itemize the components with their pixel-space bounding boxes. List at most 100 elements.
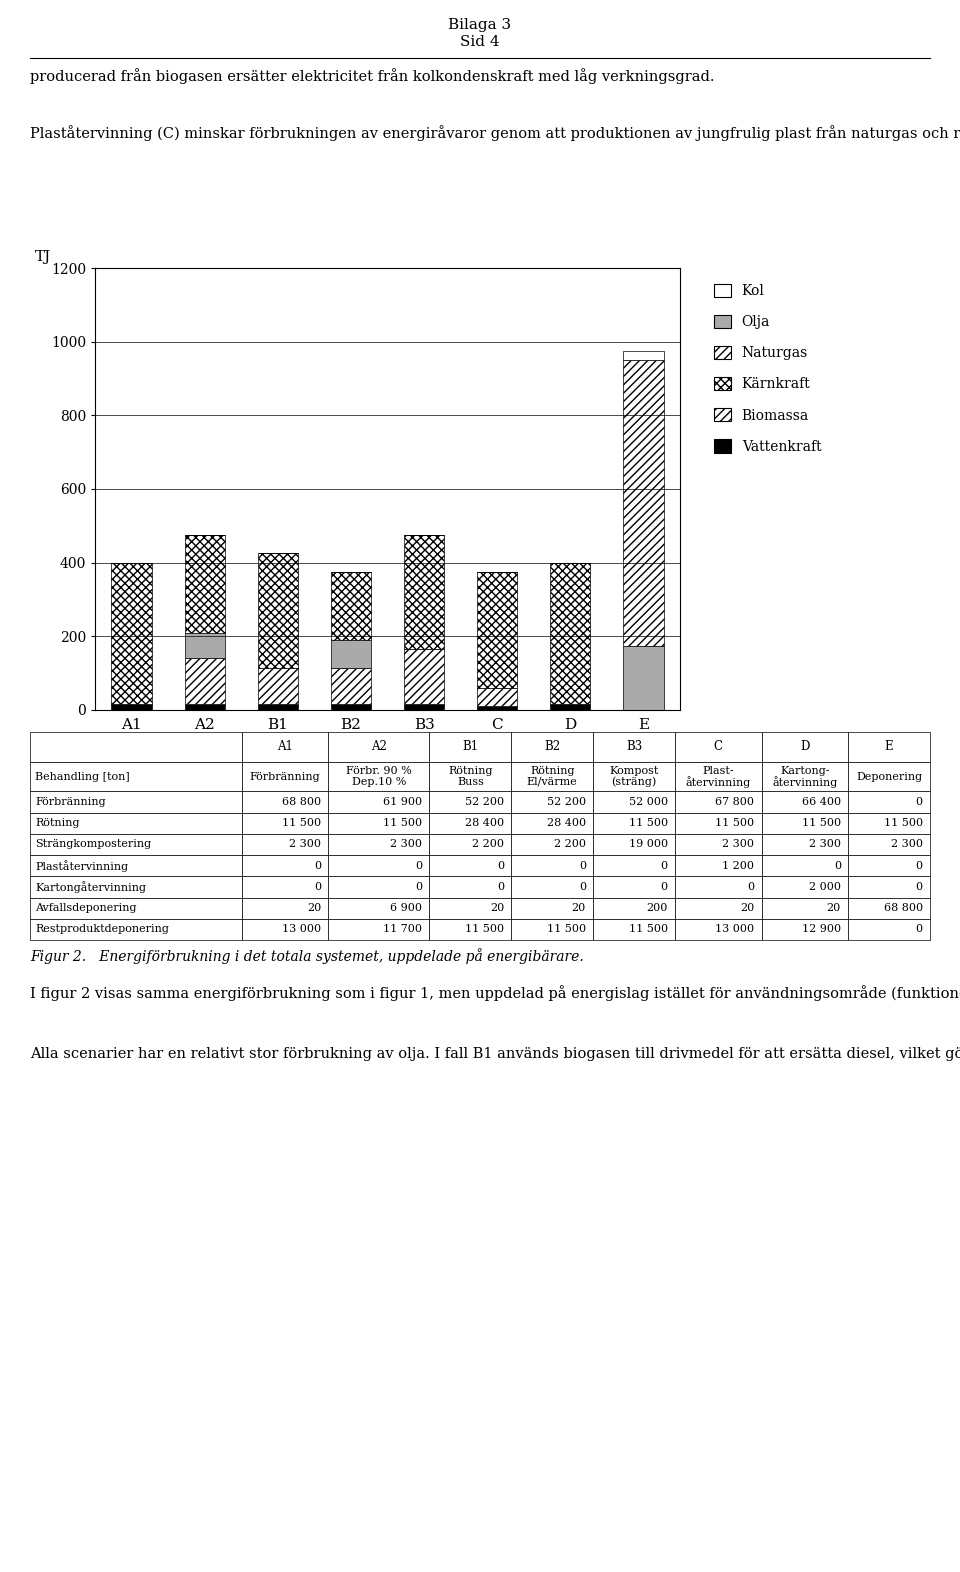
Text: 6 900: 6 900 xyxy=(391,904,422,913)
Text: Dep.10 %: Dep.10 % xyxy=(351,777,406,788)
Bar xyxy=(593,918,675,940)
Bar xyxy=(331,572,372,640)
Text: 19 000: 19 000 xyxy=(629,839,668,849)
Bar xyxy=(429,855,512,876)
Text: Rötning: Rötning xyxy=(530,766,574,777)
Text: Strängkompostering: Strängkompostering xyxy=(36,839,152,849)
Bar xyxy=(593,898,675,918)
Bar xyxy=(849,833,930,855)
Bar xyxy=(849,733,930,762)
Text: (sträng): (sträng) xyxy=(612,777,657,788)
Bar xyxy=(849,918,930,940)
Text: 2 300: 2 300 xyxy=(809,839,841,849)
Bar xyxy=(512,898,593,918)
Text: 0: 0 xyxy=(916,797,923,806)
Text: Deponering: Deponering xyxy=(856,772,923,781)
Bar xyxy=(429,833,512,855)
Bar xyxy=(328,833,429,855)
Bar xyxy=(761,762,849,791)
Bar xyxy=(328,733,429,762)
Bar xyxy=(30,733,242,762)
Text: 66 400: 66 400 xyxy=(802,797,841,806)
Bar xyxy=(593,733,675,762)
Text: Sid 4: Sid 4 xyxy=(460,35,500,49)
Text: Behandling [ton]: Behandling [ton] xyxy=(36,772,131,781)
Text: 11 500: 11 500 xyxy=(547,924,586,934)
Bar xyxy=(242,918,328,940)
Text: Förbr. 90 %: Förbr. 90 % xyxy=(346,766,412,777)
Bar xyxy=(30,813,242,833)
Bar xyxy=(512,833,593,855)
Bar xyxy=(761,855,849,876)
Text: 0: 0 xyxy=(916,882,923,891)
Bar xyxy=(242,876,328,898)
Bar xyxy=(30,876,242,898)
Bar xyxy=(761,833,849,855)
Bar xyxy=(512,813,593,833)
Bar xyxy=(593,876,675,898)
Bar xyxy=(849,813,930,833)
Text: återvinning: återvinning xyxy=(772,777,837,788)
Text: Buss: Buss xyxy=(457,777,484,788)
Bar xyxy=(675,833,761,855)
Bar xyxy=(675,791,761,813)
Text: 0: 0 xyxy=(660,882,668,891)
Text: 0: 0 xyxy=(834,861,841,871)
Bar xyxy=(429,733,512,762)
Text: 11 500: 11 500 xyxy=(629,819,668,828)
Bar xyxy=(331,704,372,711)
Text: 68 800: 68 800 xyxy=(282,797,322,806)
Text: I figur 2 visas samma energiförbrukning som i figur 1, men uppdelad på energisla: I figur 2 visas samma energiförbrukning … xyxy=(30,986,960,1001)
Text: 13 000: 13 000 xyxy=(715,924,755,934)
Text: 2 300: 2 300 xyxy=(891,839,923,849)
Text: B1: B1 xyxy=(463,740,478,753)
Text: producerad från biogasen ersätter elektricitet från kolkondenskraft med låg verk: producerad från biogasen ersätter elektr… xyxy=(30,68,714,83)
Bar xyxy=(184,632,225,659)
Text: D: D xyxy=(801,740,809,753)
Text: 13 000: 13 000 xyxy=(282,924,322,934)
Bar xyxy=(331,668,372,704)
Bar xyxy=(675,876,761,898)
Text: El/värme: El/värme xyxy=(527,777,578,788)
Text: 0: 0 xyxy=(579,882,586,891)
Text: 0: 0 xyxy=(916,861,923,871)
Bar xyxy=(429,791,512,813)
Text: 11 500: 11 500 xyxy=(715,819,755,828)
Bar xyxy=(761,876,849,898)
Text: Rötning: Rötning xyxy=(36,819,80,828)
Text: 67 800: 67 800 xyxy=(715,797,755,806)
Text: Kartong-: Kartong- xyxy=(780,766,829,777)
Text: Förbränning: Förbränning xyxy=(250,772,321,781)
Text: E: E xyxy=(885,740,894,753)
Bar xyxy=(331,640,372,668)
Text: C: C xyxy=(713,740,723,753)
Bar xyxy=(30,918,242,940)
Bar xyxy=(242,733,328,762)
Text: 52 200: 52 200 xyxy=(547,797,586,806)
Bar xyxy=(593,833,675,855)
Text: TJ: TJ xyxy=(35,250,51,264)
Text: 2 200: 2 200 xyxy=(554,839,586,849)
Bar xyxy=(550,563,590,704)
Text: Plast-: Plast- xyxy=(703,766,734,777)
Text: 0: 0 xyxy=(916,924,923,934)
Text: Alla scenarier har en relativt stor förbrukning av olja. I fall B1 används bioga: Alla scenarier har en relativt stor förb… xyxy=(30,1045,960,1061)
Bar xyxy=(512,855,593,876)
Bar xyxy=(404,704,444,711)
Bar xyxy=(761,813,849,833)
Bar xyxy=(849,762,930,791)
Text: 52 200: 52 200 xyxy=(465,797,504,806)
Text: 0: 0 xyxy=(747,882,755,891)
Text: B2: B2 xyxy=(544,740,561,753)
Text: 20: 20 xyxy=(490,904,504,913)
Text: 11 500: 11 500 xyxy=(883,819,923,828)
Bar xyxy=(675,918,761,940)
Text: 2 300: 2 300 xyxy=(289,839,322,849)
Text: 11 500: 11 500 xyxy=(629,924,668,934)
Text: 28 400: 28 400 xyxy=(465,819,504,828)
Bar xyxy=(675,762,761,791)
Text: Restproduktdeponering: Restproduktdeponering xyxy=(36,924,169,934)
Text: 20: 20 xyxy=(827,904,841,913)
Bar xyxy=(328,791,429,813)
Text: 0: 0 xyxy=(314,861,322,871)
